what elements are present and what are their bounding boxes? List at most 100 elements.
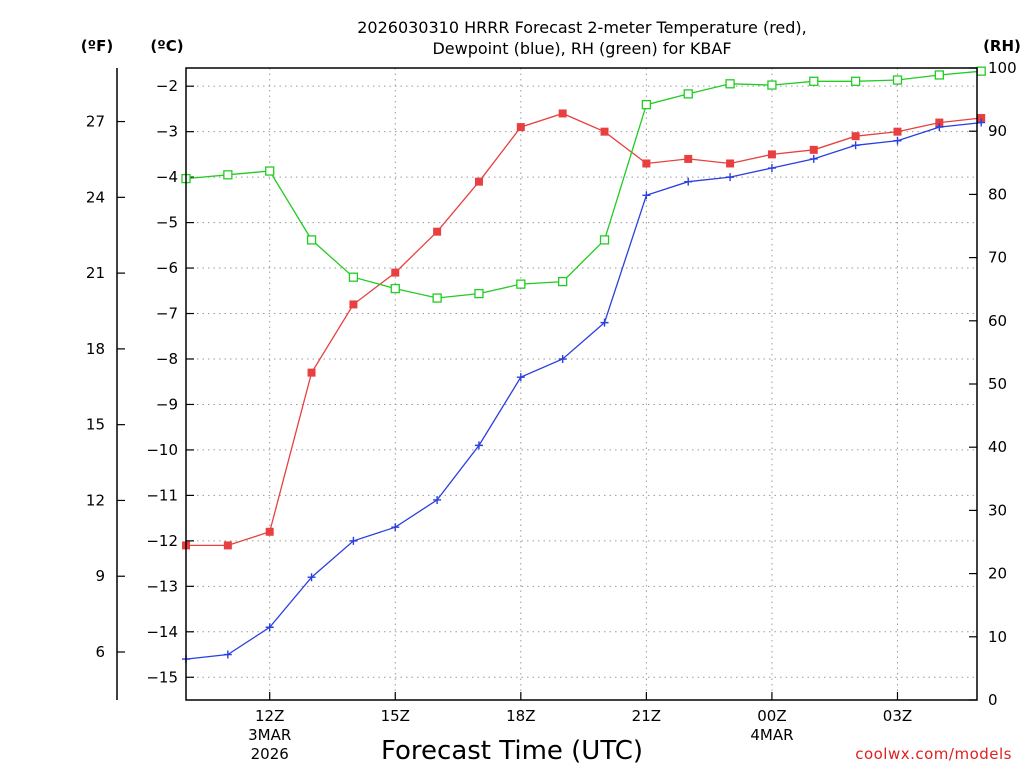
rh-point-10 bbox=[599, 235, 610, 245]
x-tick-sublabel-23: 4MAR bbox=[750, 726, 793, 744]
rh-point-4 bbox=[348, 272, 359, 282]
celsius-tick-label--11: −11 bbox=[146, 486, 178, 504]
x-tick-label-26: 03Z bbox=[883, 707, 912, 725]
temperature-point-15 bbox=[809, 145, 818, 154]
celsius-tick-label--6: −6 bbox=[156, 259, 178, 277]
fahrenheit-tick-label-9: 9 bbox=[95, 567, 105, 585]
dewpoint-point-12 bbox=[684, 177, 693, 186]
rh-point-11 bbox=[641, 100, 652, 110]
dewpoint-point-1 bbox=[223, 650, 232, 659]
celsius-tick-label--9: −9 bbox=[156, 395, 178, 413]
temperature-point-17 bbox=[893, 127, 902, 136]
rh-tick-label-90: 90 bbox=[988, 122, 1007, 140]
rh-point-19 bbox=[976, 66, 986, 76]
celsius-tick-label--15: −15 bbox=[146, 668, 178, 686]
rh-unit-label: (RH) bbox=[983, 37, 1021, 55]
x-tick-label-23: 00Z bbox=[757, 707, 786, 725]
rh-point-17 bbox=[892, 75, 903, 85]
dewpoint-point-13 bbox=[726, 173, 735, 182]
dewpoint-point-4 bbox=[349, 536, 358, 545]
rh-tick-label-50: 50 bbox=[988, 375, 1007, 393]
temperature-point-7 bbox=[474, 177, 483, 186]
rh-point-12 bbox=[683, 89, 693, 99]
dewpoint-point-9 bbox=[558, 354, 567, 363]
rh-point-2 bbox=[265, 166, 275, 176]
celsius-tick-label--12: −12 bbox=[146, 532, 178, 550]
rh-tick-label-80: 80 bbox=[988, 185, 1007, 203]
rh-axis: 0 10 20 30 40 50 60 70 80 90 100 bbox=[969, 59, 1017, 709]
fahrenheit-tick-label-15: 15 bbox=[86, 416, 105, 434]
celsius-tick-label--5: −5 bbox=[156, 214, 178, 232]
fahrenheit-tick-label-18: 18 bbox=[86, 340, 105, 358]
rh-tick-label-100: 100 bbox=[988, 59, 1017, 77]
temperature-point-8 bbox=[516, 123, 525, 132]
rh-tick-label-40: 40 bbox=[988, 438, 1007, 456]
rh-point-16 bbox=[850, 76, 861, 86]
grid-lines bbox=[186, 68, 977, 700]
rh-point-18 bbox=[934, 70, 944, 80]
temperature-point-4 bbox=[349, 300, 358, 309]
dewpoint-point-17 bbox=[893, 136, 902, 145]
temperature-point-5 bbox=[391, 268, 400, 277]
fahrenheit-tick-label-6: 6 bbox=[95, 643, 105, 661]
series-temperature bbox=[182, 109, 986, 550]
temperature-point-10 bbox=[600, 127, 609, 136]
celsius-unit-label: (ºC) bbox=[150, 37, 183, 55]
dewpoint-point-7 bbox=[474, 441, 483, 450]
rh-point-7 bbox=[474, 288, 484, 299]
series-dewpoint bbox=[182, 118, 986, 664]
dewpoint-point-14 bbox=[767, 164, 776, 173]
temperature-point-12 bbox=[684, 154, 693, 163]
dewpoint-line bbox=[185, 121, 982, 660]
dewpoint-point-2 bbox=[265, 623, 274, 632]
fahrenheit-tick-label-24: 24 bbox=[86, 188, 105, 206]
rh-tick-label-20: 20 bbox=[988, 565, 1007, 583]
x-tick-label-11: 12Z bbox=[255, 707, 284, 725]
fahrenheit-tick-label-12: 12 bbox=[86, 491, 105, 509]
fahrenheit-unit-label: (ºF) bbox=[81, 37, 113, 55]
chart-title-line-1: 2026030310 HRRR Forecast 2-meter Tempera… bbox=[357, 18, 807, 37]
temperature-point-3 bbox=[307, 368, 316, 377]
x-tick-label-14: 15Z bbox=[381, 707, 410, 725]
dewpoint-point-15 bbox=[809, 154, 818, 163]
dewpoint-point-3 bbox=[307, 573, 316, 582]
rh-point-8 bbox=[516, 279, 526, 289]
celsius-tick-label--2: −2 bbox=[156, 77, 178, 95]
temperature-point-1 bbox=[223, 541, 232, 550]
rh-point-15 bbox=[809, 76, 819, 86]
fahrenheit-tick-label-21: 21 bbox=[86, 264, 105, 282]
x-tick-year-11: 2026 bbox=[251, 745, 289, 763]
fahrenheit-tick-label-27: 27 bbox=[86, 113, 105, 131]
temperature-point-6 bbox=[433, 227, 442, 236]
rh-tick-label-10: 10 bbox=[988, 628, 1007, 646]
temperature-point-13 bbox=[726, 159, 735, 168]
rh-point-9 bbox=[558, 276, 568, 287]
temperature-point-14 bbox=[767, 150, 776, 159]
celsius-tick-label--10: −10 bbox=[146, 441, 178, 459]
celsius-tick-label--13: −13 bbox=[146, 577, 178, 595]
x-tick-label-20: 21Z bbox=[632, 707, 661, 725]
dewpoint-point-16 bbox=[851, 141, 860, 150]
dewpoint-point-5 bbox=[391, 523, 400, 532]
celsius-tick-label--3: −3 bbox=[156, 123, 178, 141]
dewpoint-point-6 bbox=[433, 495, 442, 504]
x-tick-sublabel-11: 3MAR bbox=[248, 726, 291, 744]
temperature-point-18 bbox=[935, 118, 944, 127]
chart-title-line-2: Dewpoint (blue), RH (green) for KBAF bbox=[432, 39, 731, 58]
rh-point-6 bbox=[432, 293, 442, 303]
rh-tick-label-70: 70 bbox=[988, 249, 1007, 267]
credit-text: coolwx.com/models bbox=[855, 745, 1012, 763]
fahrenheit-axis: 6 9 12 15 18 21 24 27 bbox=[86, 68, 125, 700]
x-axis-title: Forecast Time (UTC) bbox=[381, 736, 643, 766]
celsius-tick-label--14: −14 bbox=[146, 623, 178, 641]
temperature-point-2 bbox=[265, 527, 274, 536]
temperature-line bbox=[186, 112, 982, 547]
celsius-tick-label--8: −8 bbox=[156, 350, 178, 368]
rh-point-14 bbox=[767, 80, 777, 90]
plot-frame bbox=[185, 67, 978, 701]
rh-point-5 bbox=[390, 283, 400, 294]
dewpoint-point-19 bbox=[977, 118, 986, 127]
rh-point-13 bbox=[725, 79, 735, 89]
